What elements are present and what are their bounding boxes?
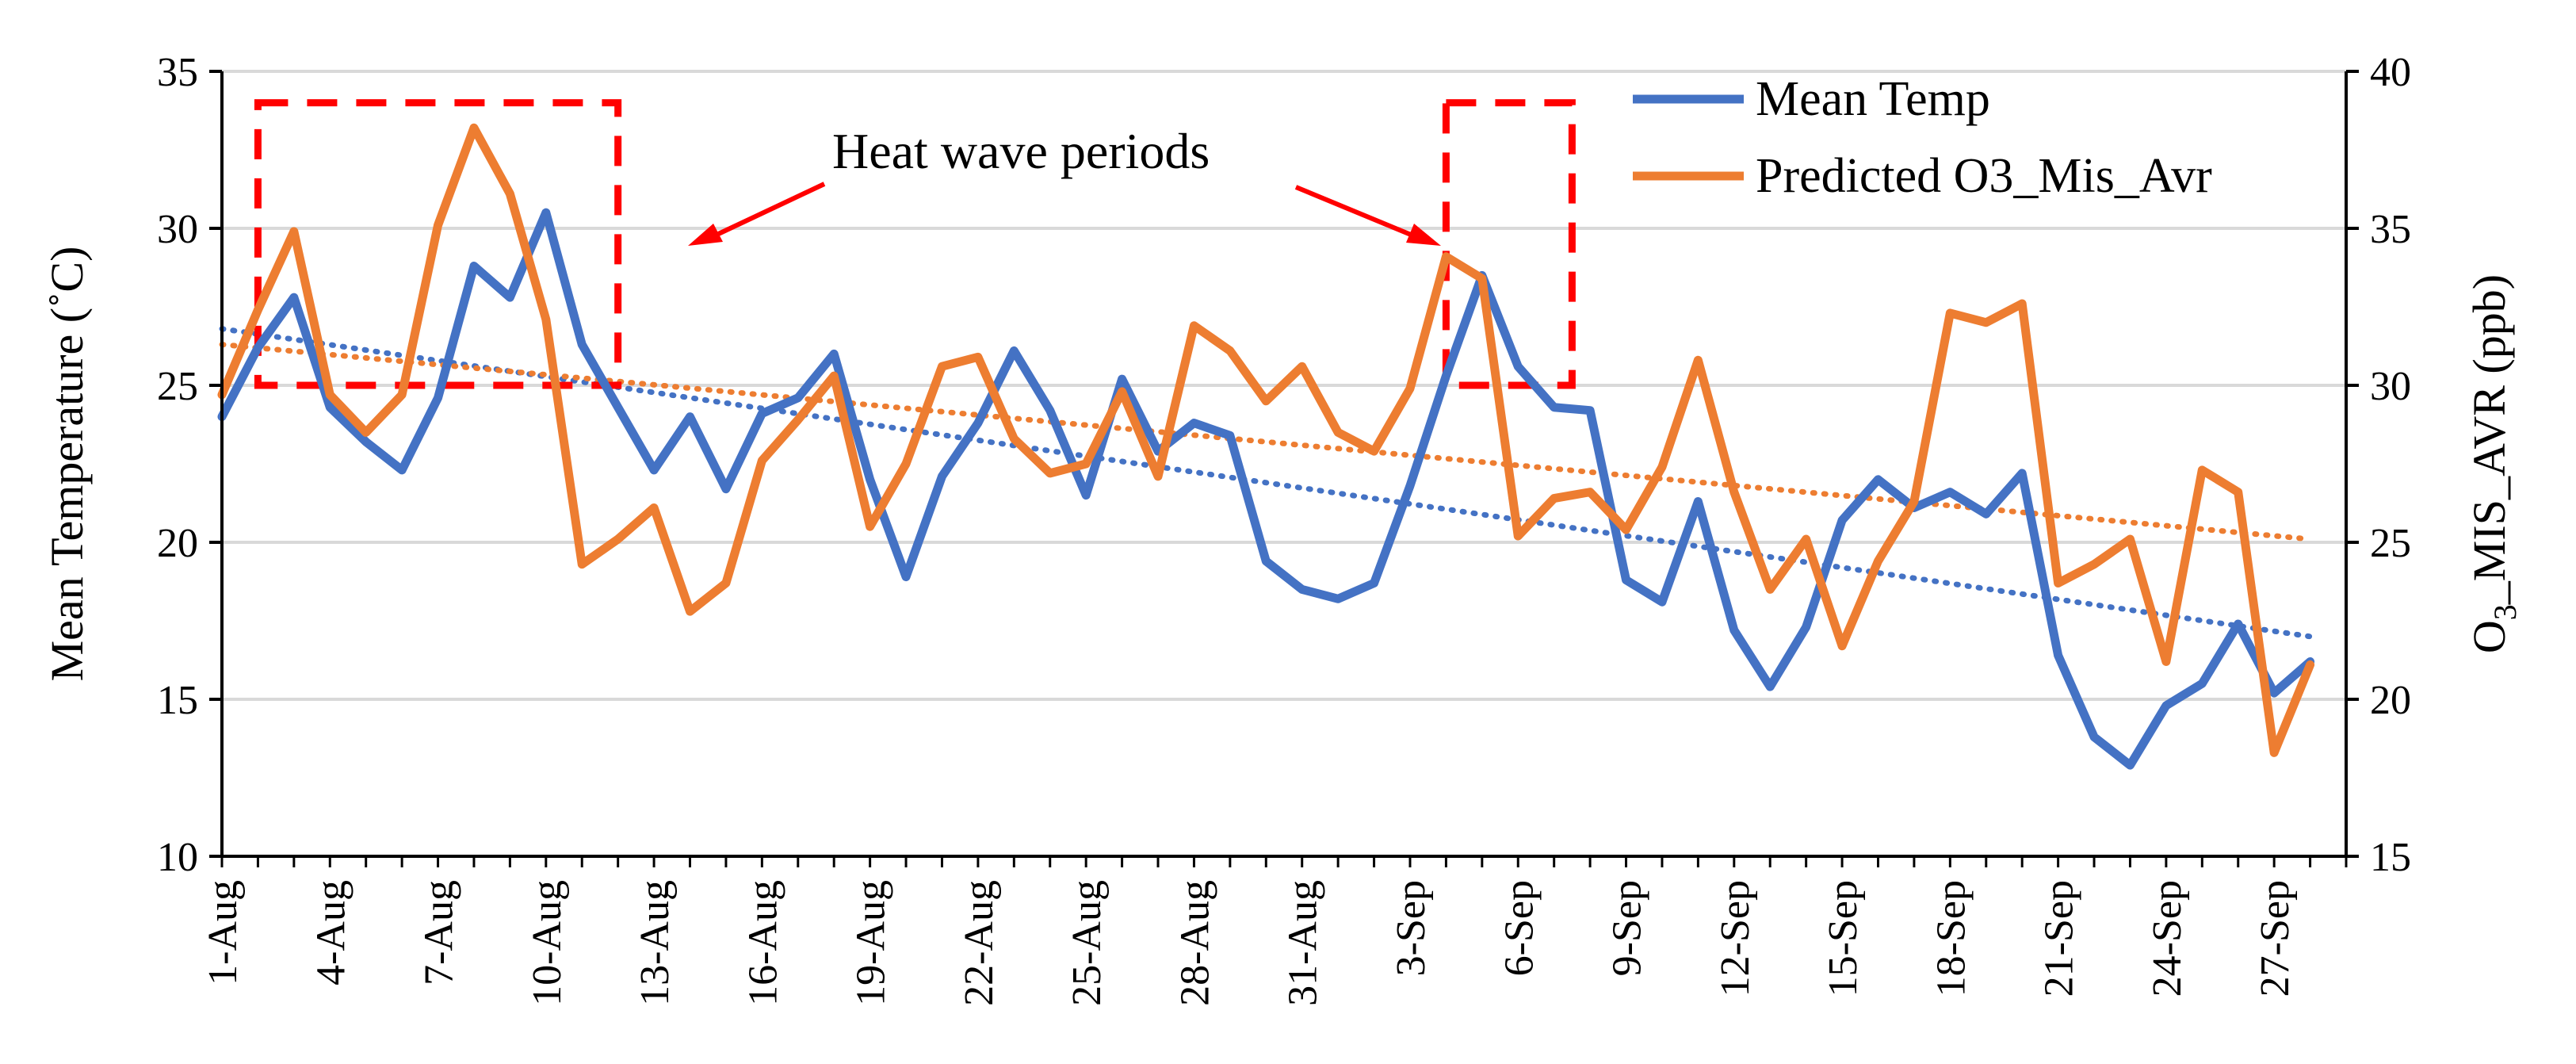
x-tick-label: 15-Sep	[1821, 880, 1866, 997]
annotation-text: Heat wave periods	[832, 123, 1210, 179]
legend-label-predicted-o3: Predicted O3_Mis_Avr	[1756, 149, 2212, 203]
x-tick-label: 21-Sep	[2037, 880, 2082, 997]
y2-axis-title-subscript: 3	[2487, 604, 2523, 620]
heat-wave-boxes	[254, 99, 1576, 389]
heat-wave-box	[1442, 99, 1576, 389]
y2-axis-title-rest: _MIS_AVR (ppb)	[2463, 274, 2515, 605]
y-tick-label: 20	[157, 521, 198, 566]
x-tick-label: 28-Aug	[1172, 880, 1217, 1006]
y-tick-label: 10	[157, 835, 198, 880]
y-tick-label: 35	[157, 50, 198, 95]
series-line-predicted-o3	[217, 123, 2315, 757]
annotation-arrowhead-right	[1406, 224, 1441, 246]
y-tick-label: 30	[157, 207, 198, 252]
x-tick-label: 24-Sep	[2145, 880, 2190, 997]
y-axis-title: Mean Temperature (˚C)	[41, 247, 93, 682]
x-tick-label: 12-Sep	[1713, 880, 1758, 997]
axes	[209, 70, 2359, 867]
trend-lines	[219, 326, 2314, 640]
x-tick-label: 13-Aug	[633, 880, 678, 1006]
y2-axis-title-main: O	[2463, 620, 2515, 653]
series-lines	[217, 123, 2315, 770]
x-tick-label: 27-Sep	[2253, 880, 2298, 997]
x-tick-label: 10-Aug	[525, 880, 570, 1006]
x-tick-label: 19-Aug	[849, 880, 894, 1006]
annotation-arrow-left	[712, 182, 826, 239]
x-tick-label: 6-Sep	[1496, 880, 1542, 976]
annotation-arrow-right	[1294, 185, 1412, 237]
legend-label-mean-temp: Mean Temp	[1756, 72, 1990, 126]
trend-line	[219, 326, 2314, 640]
y2-axis-title: O3_MIS_AVR (ppb)	[2463, 274, 2523, 653]
y2-tick-label: 25	[2370, 521, 2411, 566]
series-line-mean-temp	[217, 208, 2315, 770]
y-tick-label: 25	[157, 364, 198, 409]
heat-wave-annotation: Heat wave periods	[688, 123, 1441, 246]
x-tick-label: 18-Sep	[1928, 880, 1974, 997]
y-tick-label: 15	[157, 678, 198, 723]
heat-wave-box	[254, 99, 622, 389]
x-tick-label: 3-Sep	[1389, 880, 1434, 976]
tick-labels: 10 15 20 25 30 35 15 20 25 30 35 40 1-Aug 4-Aug 7-Aug 1…	[157, 50, 2411, 1006]
x-tick-label: 7-Aug	[417, 880, 462, 986]
annotation-arrowhead-left	[688, 224, 723, 246]
y2-tick-label: 20	[2370, 678, 2411, 723]
x-tick-label: 16-Aug	[740, 880, 785, 1006]
x-tick-label: 22-Aug	[957, 880, 1002, 1006]
trend-line	[219, 342, 2314, 542]
y2-tick-label: 30	[2370, 364, 2411, 409]
y2-tick-label: 35	[2370, 207, 2411, 252]
x-tick-label: 25-Aug	[1064, 880, 1110, 1006]
y2-tick-label: 40	[2370, 50, 2411, 95]
x-tick-label: 4-Aug	[308, 880, 354, 986]
y2-tick-label: 15	[2370, 835, 2411, 880]
x-tick-label: 9-Sep	[1605, 880, 1650, 976]
x-tick-label: 1-Aug	[201, 880, 246, 986]
legend: Mean Temp Predicted O3_Mis_Avr	[1633, 72, 2212, 203]
x-tick-label: 31-Aug	[1281, 880, 1326, 1006]
